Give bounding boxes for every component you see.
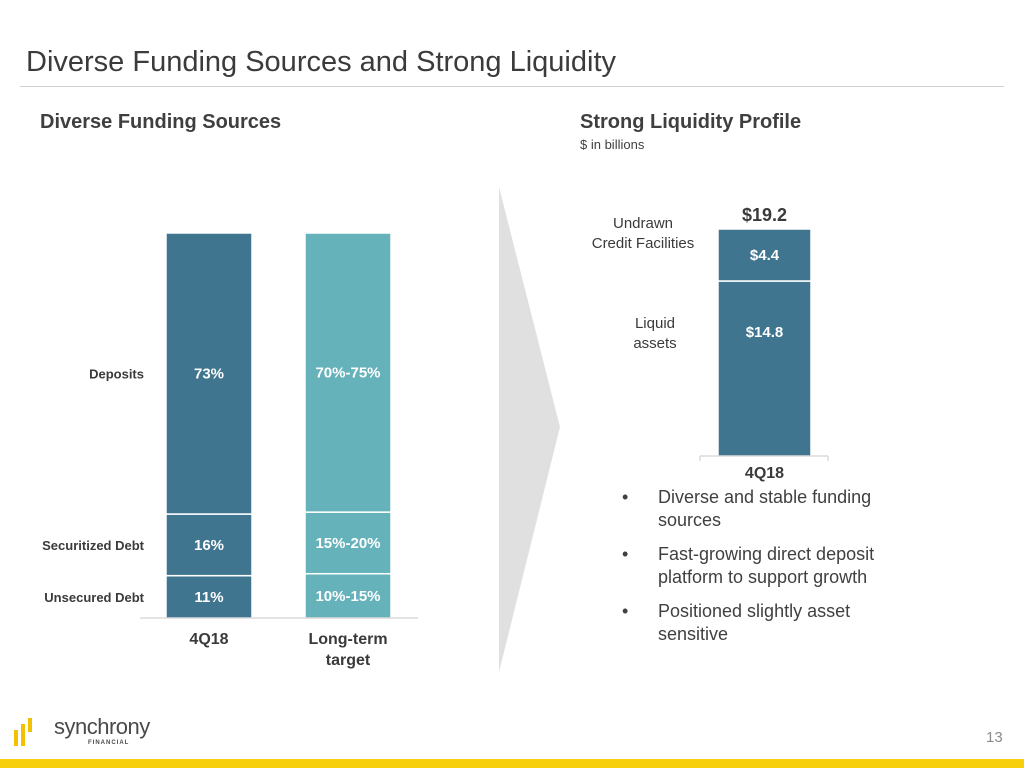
- bar-segment: [165, 513, 253, 577]
- bullet-icon: •: [622, 601, 629, 621]
- segment-value-label: $4.4: [750, 247, 780, 264]
- segment-value-label: 15%-20%: [315, 535, 380, 552]
- segment-value-label: 70%-75%: [315, 365, 380, 382]
- total-value-label: $19.2: [742, 205, 787, 225]
- segment-value-label: 73%: [194, 366, 224, 383]
- liquidity-profile-heading: Strong Liquidity Profile: [580, 111, 802, 133]
- slide-title: Diverse Funding Sources and Strong Liqui…: [26, 46, 616, 78]
- bullet-icon: •: [622, 487, 629, 507]
- synchrony-logo: synchrony FINANCIAL: [12, 714, 152, 750]
- key-point: • Diverse and stable funding sources: [618, 486, 918, 532]
- funding-sources-heading: Diverse Funding Sources: [40, 111, 282, 133]
- segment-value-label: 16%: [194, 537, 224, 554]
- funding-sources-chart: 11% 16% 73% 4Q18 10%-15% 15%-20% 70%-75% Long-t…: [42, 232, 418, 669]
- x-axis-label: 4Q18: [189, 631, 228, 648]
- title-divider: [20, 86, 1004, 87]
- bullet-icon: •: [622, 544, 629, 564]
- key-point-text: Positioned slightly asset sensitive: [658, 601, 851, 644]
- series-label: Undrawn: [613, 215, 673, 232]
- logo-bar-icon: [28, 718, 32, 732]
- bar-segment: [304, 232, 392, 513]
- logo-bar-icon: [21, 724, 25, 746]
- bar-segment: [717, 228, 812, 282]
- segment-value-label: 10%-15%: [315, 588, 380, 605]
- series-label: Deposits: [89, 367, 144, 382]
- liquidity-units-note: $ in billions: [580, 137, 645, 152]
- key-point: • Positioned slightly asset sensitive: [618, 600, 918, 646]
- logo-bar-icon: [14, 730, 18, 746]
- series-label: Securitized Debt: [42, 538, 145, 553]
- key-points-list: • Diverse and stable funding sources • Fas…: [618, 486, 918, 657]
- logo-subtext: FINANCIAL: [88, 740, 130, 746]
- logo-wordmark: synchrony: [54, 714, 150, 739]
- series-label: assets: [633, 335, 676, 352]
- page-number: 13: [986, 729, 1003, 746]
- series-label: Credit Facilities: [592, 235, 695, 252]
- key-point-text: Diverse and stable funding sources: [658, 487, 872, 530]
- liquidity-profile-chart: $14.8 Liquid assets $4.4 Undrawn Credit Facil…: [592, 205, 829, 482]
- footer-accent-bar: [0, 759, 1024, 768]
- key-point: • Fast-growing direct deposit platform to…: [618, 543, 918, 589]
- bar-segment: [304, 572, 392, 619]
- transition-arrow-icon: [499, 187, 560, 672]
- segment-value-label: $14.8: [746, 324, 784, 341]
- segment-value-label: 11%: [194, 589, 223, 606]
- x-axis-label: target: [326, 652, 371, 669]
- x-axis-label: Long-term: [308, 631, 387, 648]
- bar-segment: [165, 232, 253, 515]
- series-label: Liquid: [635, 315, 675, 332]
- key-point-text: Fast-growing direct deposit platform to …: [658, 544, 875, 587]
- x-axis-label: 4Q18: [745, 465, 784, 482]
- bar-segment: [717, 280, 812, 457]
- series-label: Unsecured Debt: [44, 590, 144, 605]
